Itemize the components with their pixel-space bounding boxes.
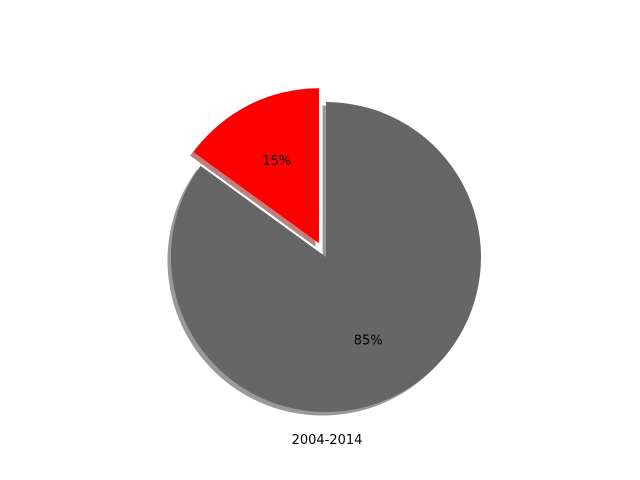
pie-slice-1 <box>193 88 319 244</box>
slice-layer <box>170 88 481 412</box>
label-layer: 15% 85% <box>262 154 382 349</box>
x-axis-label: 2004-2014 <box>292 433 363 448</box>
pie-slice-2 <box>170 102 481 412</box>
pie-slice-label-1: 15% <box>262 154 291 169</box>
pie-slice-label-2: 85% <box>354 333 383 348</box>
